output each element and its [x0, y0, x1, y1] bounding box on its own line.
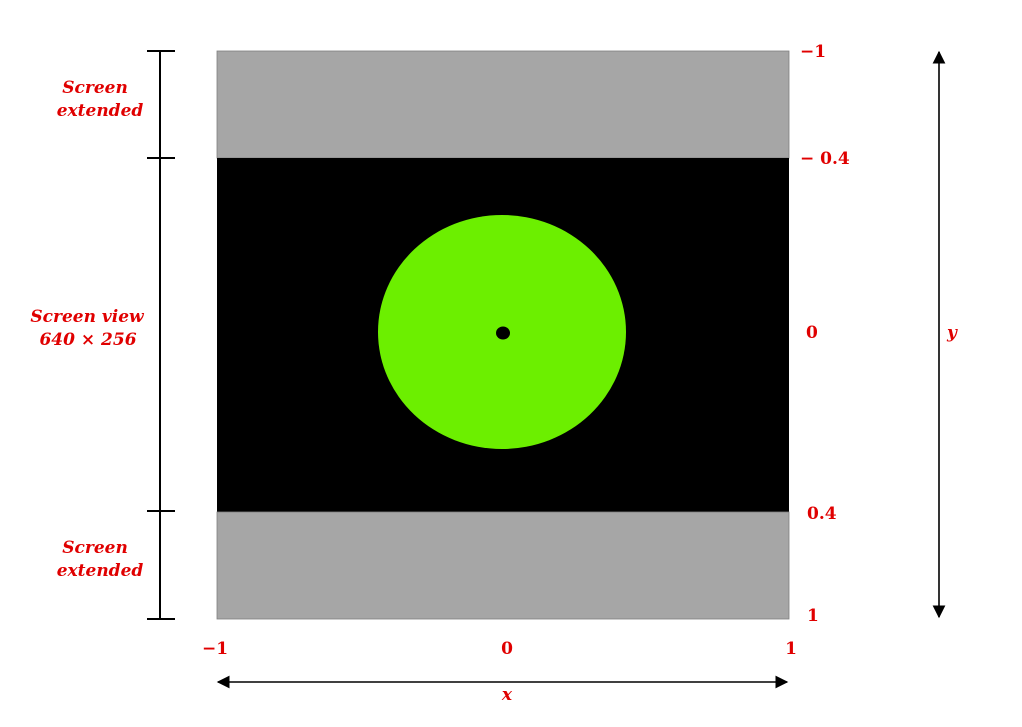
screen-extended-top-label: Screen extended — [57, 78, 144, 121]
y-tick-bottom: 1 — [807, 606, 819, 626]
left-bracket — [147, 50, 175, 620]
screen-extended-bottom-region — [216, 511, 790, 620]
x-tick-right: 1 — [785, 639, 797, 659]
y-tick-middle: 0 — [806, 323, 818, 343]
screen-extended-bottom-label: Screen extended — [57, 538, 144, 581]
screen-view-label: Screen view 640 × 256 — [30, 307, 149, 350]
y-tick-upper: − 0.4 — [800, 149, 850, 169]
center-dot — [496, 326, 510, 340]
y-tick-top: −1 — [800, 42, 826, 62]
screen-extended-top-region — [216, 50, 790, 159]
x-axis-label: x — [501, 685, 513, 705]
y-tick-lower: 0.4 — [807, 504, 837, 524]
x-tick-middle: 0 — [501, 639, 513, 659]
y-axis-label: y — [946, 323, 958, 343]
x-tick-left: −1 — [202, 639, 228, 659]
